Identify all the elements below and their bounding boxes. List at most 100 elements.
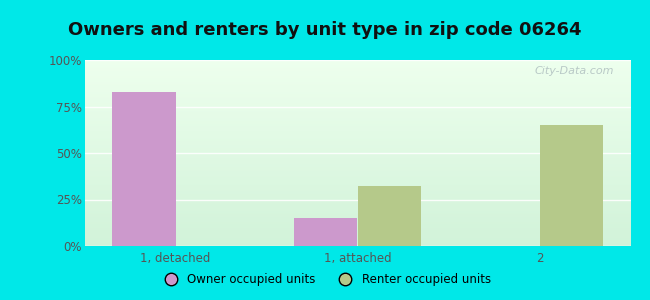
Bar (84, 104, 630, 105)
Bar (84, 242, 630, 243)
Bar (84, 203, 630, 204)
Bar (84, 106, 630, 107)
Bar (84, 172, 630, 173)
Bar (84, 98, 630, 99)
Bar (358, 187, 421, 246)
Bar (84, 215, 630, 216)
Bar (84, 152, 630, 153)
Bar (84, 239, 630, 240)
Bar (84, 232, 630, 233)
Bar (84, 120, 630, 122)
Bar (84, 141, 630, 142)
Bar (84, 150, 630, 151)
Bar (84, 175, 630, 176)
Bar (84, 204, 630, 205)
Bar (84, 67, 630, 68)
Bar (84, 86, 630, 87)
Bar (84, 158, 630, 159)
Bar (84, 68, 630, 69)
Bar (84, 225, 630, 226)
Bar (84, 149, 630, 150)
Bar (84, 144, 630, 145)
Bar (84, 125, 630, 126)
Bar (84, 237, 630, 238)
Bar (84, 159, 630, 160)
Bar (84, 187, 630, 188)
Bar (84, 238, 630, 239)
Bar (84, 201, 630, 202)
Bar (84, 60, 630, 61)
Bar (84, 148, 630, 149)
Bar (84, 164, 630, 165)
Bar (84, 168, 630, 169)
Bar (84, 154, 630, 155)
Text: City-Data.com: City-Data.com (534, 66, 614, 76)
Bar (84, 145, 630, 146)
Bar (112, 92, 176, 246)
Bar (84, 129, 630, 130)
Bar (84, 127, 630, 128)
Bar (84, 238, 630, 239)
Bar (84, 226, 630, 227)
Bar (84, 224, 630, 225)
Bar (84, 107, 630, 108)
Bar (84, 220, 630, 221)
Bar (84, 195, 630, 196)
Bar (84, 217, 630, 218)
Bar (84, 157, 630, 158)
Bar (84, 206, 630, 207)
Bar (84, 200, 630, 201)
Bar (84, 117, 630, 118)
Bar (84, 193, 630, 194)
Bar (84, 143, 630, 144)
Bar (84, 240, 630, 241)
Bar (84, 153, 630, 154)
Bar (84, 89, 630, 90)
Bar (84, 126, 630, 127)
Bar (84, 211, 630, 212)
Bar (84, 160, 630, 161)
Bar (84, 88, 630, 89)
Bar (84, 151, 630, 152)
Bar (84, 94, 630, 95)
Bar (84, 188, 630, 189)
Bar (84, 245, 630, 246)
Bar (84, 219, 630, 220)
Bar (84, 103, 630, 104)
Bar (84, 131, 630, 132)
Bar (84, 231, 630, 232)
Bar (84, 102, 630, 103)
Bar (84, 78, 630, 79)
Bar (84, 178, 630, 179)
Bar (84, 71, 630, 72)
Bar (84, 218, 630, 219)
Bar (84, 194, 630, 195)
Bar (84, 230, 630, 231)
Bar (84, 90, 630, 91)
Bar (84, 214, 630, 215)
Bar (84, 75, 630, 76)
Bar (84, 96, 630, 97)
Bar (84, 221, 630, 222)
Bar (84, 162, 630, 163)
Bar (84, 119, 630, 120)
Bar (84, 212, 630, 214)
Bar (84, 210, 630, 211)
Bar (84, 138, 630, 139)
Bar (84, 142, 630, 143)
Bar (84, 64, 630, 66)
Bar (84, 133, 630, 134)
Bar (84, 81, 630, 82)
Bar (84, 140, 630, 141)
Bar (84, 135, 630, 136)
Bar (84, 192, 630, 193)
Bar (84, 166, 630, 167)
Bar (84, 101, 630, 102)
Bar (84, 191, 630, 192)
Bar (84, 136, 630, 137)
Bar (84, 197, 630, 198)
Bar (84, 108, 630, 109)
Bar (84, 173, 630, 174)
Bar (84, 202, 630, 203)
Bar (84, 184, 630, 185)
